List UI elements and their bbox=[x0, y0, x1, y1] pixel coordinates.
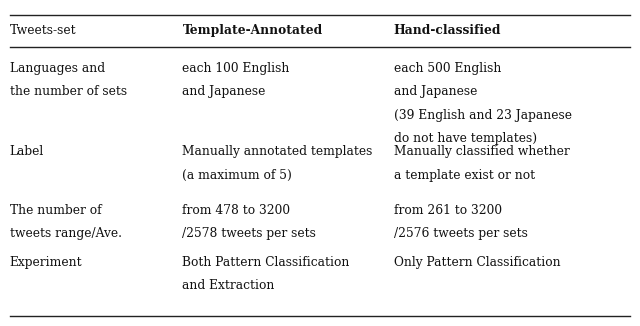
Text: a template exist or not: a template exist or not bbox=[394, 169, 535, 182]
Text: each 500 English: each 500 English bbox=[394, 62, 501, 75]
Text: from 261 to 3200: from 261 to 3200 bbox=[394, 204, 502, 217]
Text: The number of: The number of bbox=[10, 204, 101, 217]
Text: Languages and: Languages and bbox=[10, 62, 105, 75]
Text: Only Pattern Classification: Only Pattern Classification bbox=[394, 256, 560, 269]
Text: and Japanese: and Japanese bbox=[182, 85, 266, 98]
Text: from 478 to 3200: from 478 to 3200 bbox=[182, 204, 291, 217]
Text: Both Pattern Classification: Both Pattern Classification bbox=[182, 256, 350, 269]
Text: tweets range/Ave.: tweets range/Ave. bbox=[10, 227, 122, 240]
Text: each 100 English: each 100 English bbox=[182, 62, 290, 75]
Text: Manually annotated templates: Manually annotated templates bbox=[182, 145, 372, 158]
Text: Experiment: Experiment bbox=[10, 256, 82, 269]
Text: (a maximum of 5): (a maximum of 5) bbox=[182, 169, 292, 182]
Text: /2576 tweets per sets: /2576 tweets per sets bbox=[394, 227, 527, 240]
Text: Label: Label bbox=[10, 145, 44, 158]
Text: do not have templates): do not have templates) bbox=[394, 132, 537, 145]
Text: Template-Annotated: Template-Annotated bbox=[182, 24, 323, 37]
Text: /2578 tweets per sets: /2578 tweets per sets bbox=[182, 227, 316, 240]
Text: Hand-classified: Hand-classified bbox=[394, 24, 501, 37]
Text: and Extraction: and Extraction bbox=[182, 279, 275, 292]
Text: the number of sets: the number of sets bbox=[10, 85, 127, 98]
Text: (39 English and 23 Japanese: (39 English and 23 Japanese bbox=[394, 109, 572, 122]
Text: and Japanese: and Japanese bbox=[394, 85, 477, 98]
Text: Manually classified whether: Manually classified whether bbox=[394, 145, 570, 158]
Text: Tweets-set: Tweets-set bbox=[10, 24, 76, 37]
